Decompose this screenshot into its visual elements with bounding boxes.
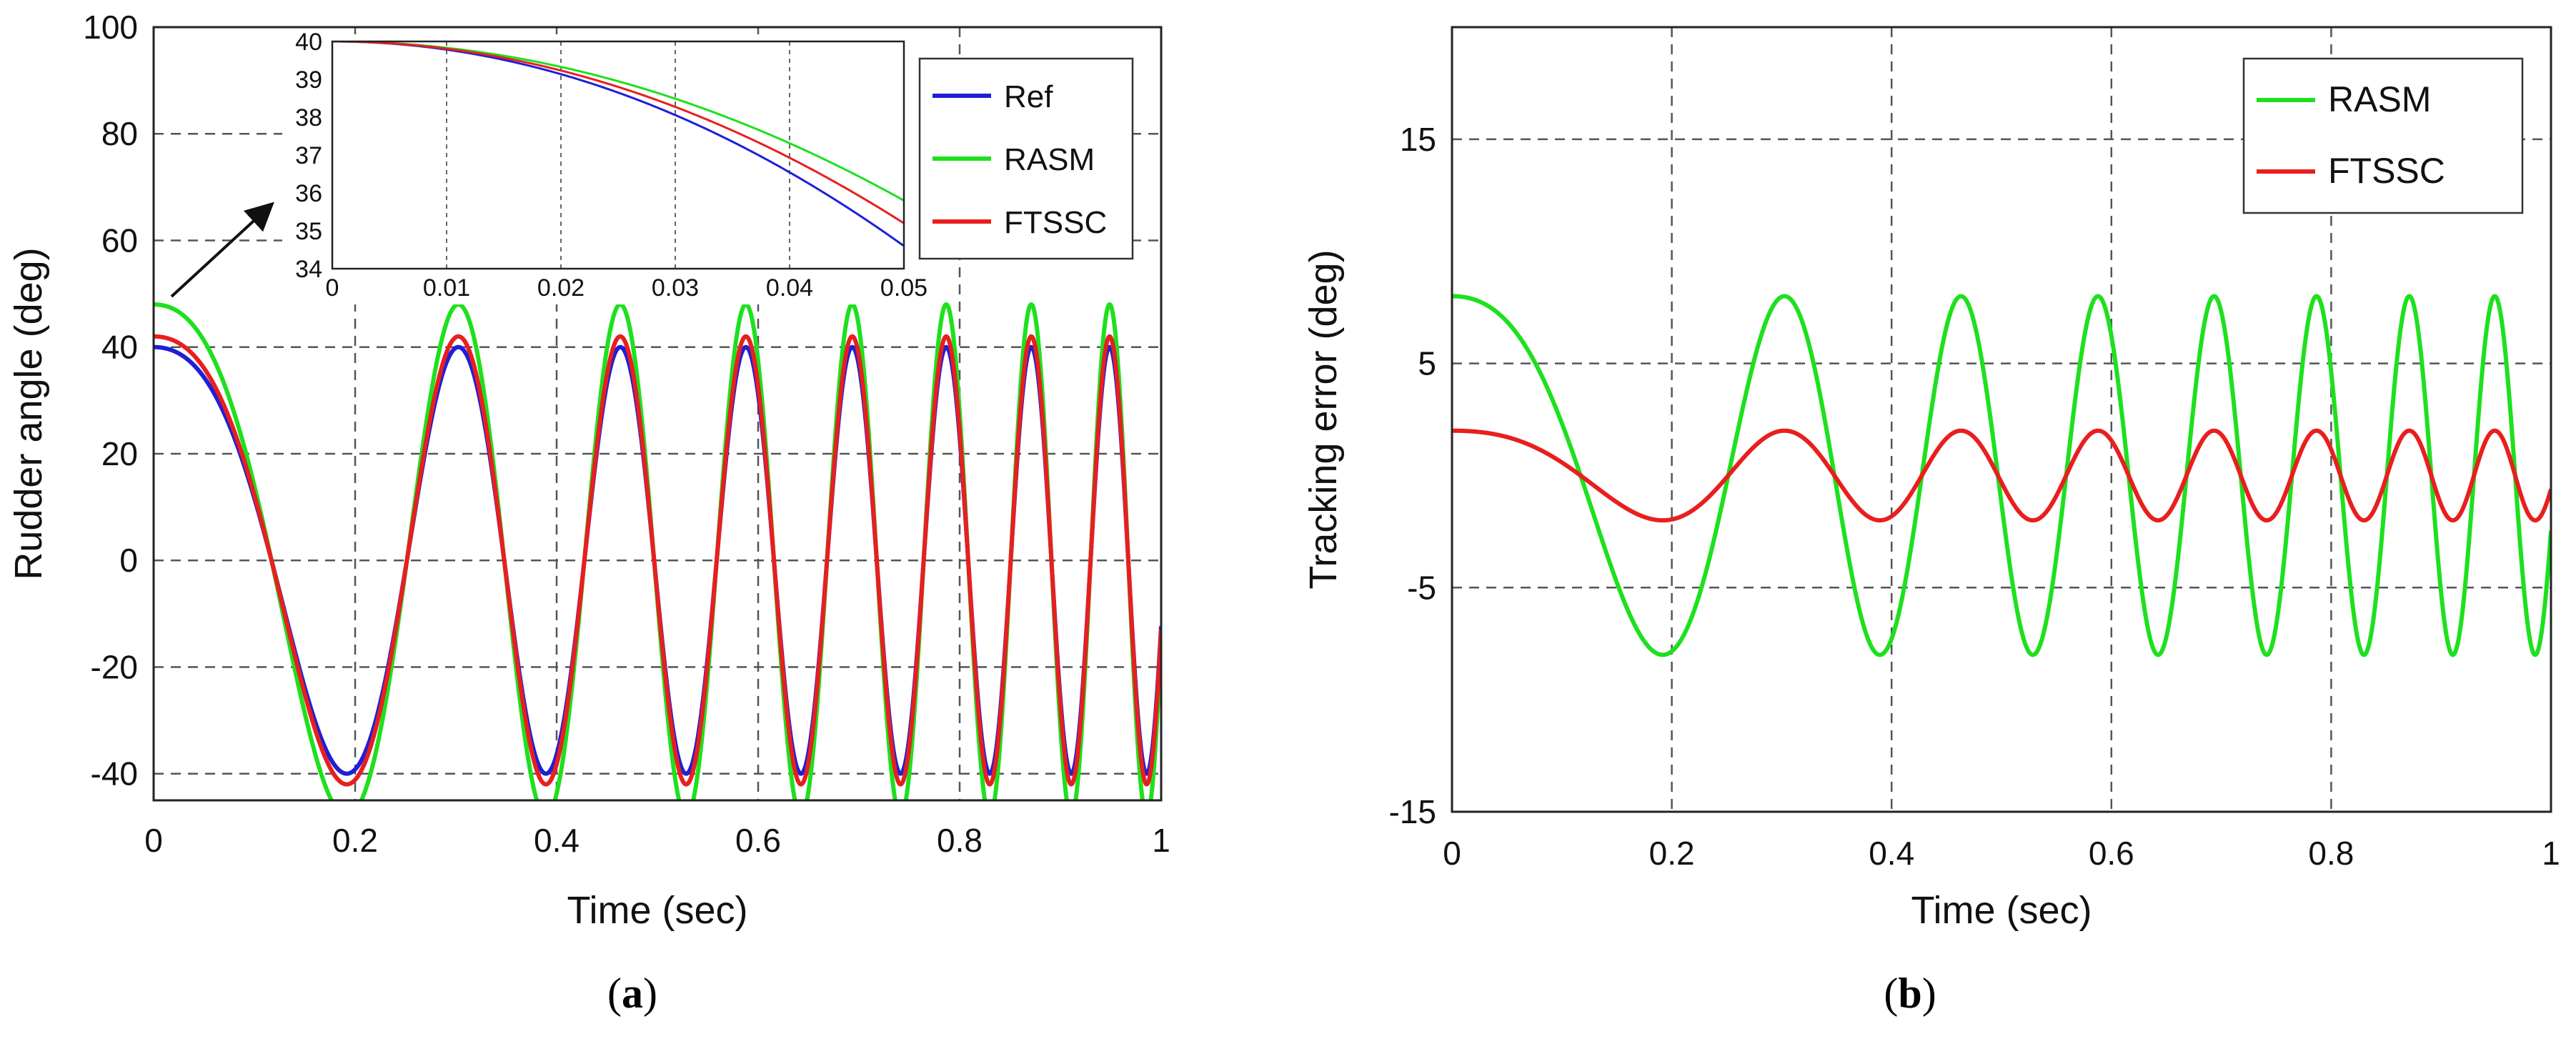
legend: Ref RASM FTSSC: [918, 57, 1134, 260]
y-tick-label: 60: [101, 222, 138, 259]
legend-box: [2242, 57, 2524, 214]
inset-y-tick-label: 40: [295, 29, 322, 56]
inset-y-tick-label: 34: [295, 256, 322, 283]
x-tick-label: 0: [144, 822, 163, 859]
inset-x-tick-label: 0.01: [423, 274, 470, 302]
inset-y-tick-label: 35: [295, 218, 322, 245]
zoom-arrow: [170, 202, 274, 298]
inset-background: [282, 34, 918, 304]
legend: RASM FTSSC: [2242, 57, 2524, 214]
x-axis-label: Time (sec): [567, 889, 748, 932]
inset-x-tick-label: 0.05: [880, 274, 928, 302]
series-line-rasm: [1452, 294, 2551, 657]
inset-x-tick-label: 0: [326, 274, 339, 302]
inset-y-tick-label: 38: [295, 104, 322, 131]
legend-label-rasm: RASM: [2328, 79, 2431, 119]
series-line-ftssc: [1452, 428, 2551, 523]
y-tick-label: 40: [101, 329, 138, 366]
x-tick-label: 1: [1152, 822, 1170, 859]
axes-frame: [1451, 26, 2552, 813]
x-tick-label: 0: [1443, 835, 1461, 872]
inset-y-tick-label: 39: [295, 66, 322, 94]
y-tick-label: 100: [83, 9, 138, 46]
caption-a: (a): [607, 970, 657, 1017]
y-tick-label: -40: [91, 755, 138, 792]
chart-b: 0 0.2 0.4 0.6 0.8 1 -15 -5 5 15 Time (sec) Tracking…: [1302, 26, 2560, 932]
series-group: [1452, 294, 2551, 657]
inset-x-tick-label: 0.03: [652, 274, 699, 302]
inset-frame: [331, 40, 905, 270]
series-group: [154, 302, 1161, 800]
y-tick-label: 0: [119, 542, 138, 579]
x-tick-label: 0.4: [534, 822, 580, 859]
legend-label-ftssc: FTSSC: [2328, 151, 2445, 191]
x-tick-label: 0.2: [1649, 835, 1695, 872]
x-tick-label: 0.6: [2089, 835, 2134, 872]
axes-frame: [152, 26, 1163, 802]
x-tick-label: 0.2: [332, 822, 378, 859]
y-tick-label: -15: [1389, 793, 1436, 830]
x-tick-label: 1: [2542, 835, 2560, 872]
inset-line-ftssc: [332, 41, 904, 224]
y-axis-label: Tracking error (deg): [1302, 249, 1345, 589]
inset-series-group: [332, 41, 904, 247]
inset-y-tick-label: 36: [295, 180, 322, 207]
legend-label-ftssc: FTSSC: [1004, 205, 1107, 240]
x-tick-label: 0.8: [2308, 835, 2354, 872]
chart-a: 0 0.2 0.4 0.6 0.8 1 -40 -20 0 20 40 60 80 100 Time (se…: [7, 9, 1170, 932]
y-tick-label: 20: [101, 435, 138, 472]
x-tick-label: 0.6: [735, 822, 781, 859]
inset-chart: 0 0.01 0.02 0.03 0.04 0.05 34 35 36 37 38 39 40: [282, 29, 928, 304]
y-axis-label: Rudder angle (deg): [7, 247, 50, 580]
series-line-ftssc: [154, 334, 1161, 787]
inset-x-tick-label: 0.04: [766, 274, 813, 302]
caption-b: (b): [1884, 970, 1936, 1017]
legend-label-ref: Ref: [1004, 79, 1053, 114]
legend-label-rasm: RASM: [1004, 142, 1095, 177]
inset-y-tick-label: 37: [295, 142, 322, 169]
y-tick-label: 5: [1418, 345, 1436, 382]
x-axis-label: Time (sec): [1911, 889, 2092, 932]
inset-x-tick-label: 0.02: [537, 274, 585, 302]
y-tick-label: 80: [101, 115, 138, 152]
y-tick-label: -20: [91, 648, 138, 685]
y-tick-label: -5: [1407, 569, 1436, 606]
y-tick-label: 15: [1400, 121, 1436, 158]
x-tick-label: 0.8: [937, 822, 983, 859]
x-tick-label: 0.4: [1869, 835, 1914, 872]
